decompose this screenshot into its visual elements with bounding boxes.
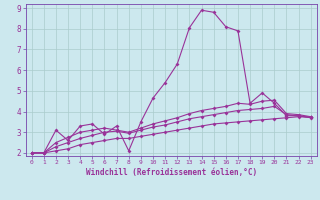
X-axis label: Windchill (Refroidissement éolien,°C): Windchill (Refroidissement éolien,°C) [86, 168, 257, 177]
